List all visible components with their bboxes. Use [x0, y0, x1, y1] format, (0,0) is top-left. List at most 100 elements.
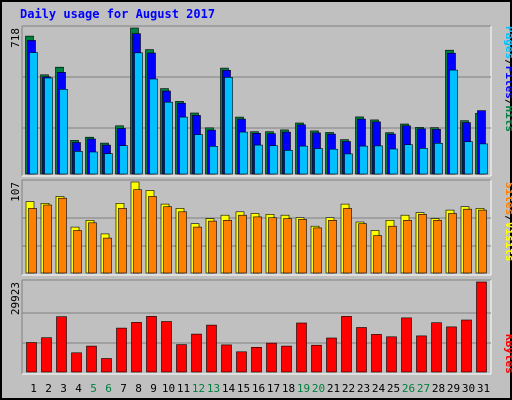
x-tick-label: 14	[222, 382, 236, 395]
bar-pages	[44, 77, 53, 175]
legend-sites-visits-part: Sites	[503, 182, 512, 215]
bar-sites	[328, 220, 337, 274]
legend-pages-files-hits: Pages/Files/Hits	[503, 26, 512, 132]
bar-sites	[178, 211, 187, 274]
bar-pages	[449, 69, 458, 175]
bar-kbytes	[176, 344, 187, 373]
bar-pages	[29, 52, 38, 175]
visits-sites-panel-ymax-label: 107	[9, 182, 22, 202]
bar-kbytes	[341, 316, 352, 373]
legend-pages-files-hits-part: Files	[503, 66, 512, 99]
x-tick-label: 13	[207, 382, 220, 395]
bar-pages	[254, 144, 263, 175]
hits-files-pages-panel-ymax-label: 718	[9, 28, 22, 48]
bar-kbytes	[326, 337, 337, 373]
bar-pages	[434, 143, 443, 175]
bar-sites	[28, 208, 37, 274]
legend-kbytes: KBytes	[503, 334, 512, 374]
x-tick-label: 23	[357, 382, 370, 395]
x-tick-label: 4	[75, 382, 82, 395]
bar-pages	[59, 89, 68, 175]
bar-sites	[238, 214, 247, 274]
bar-pages	[209, 146, 218, 175]
bar-sites	[418, 214, 427, 274]
kbytes-panel-ymax-label: 29923	[9, 282, 22, 315]
legend-pages-files-hits-part: Hits	[503, 106, 512, 133]
bar-sites	[208, 220, 217, 274]
bar-sites	[373, 235, 382, 274]
x-tick-label: 1	[30, 382, 37, 395]
bar-pages	[284, 150, 293, 175]
x-tick-label: 30	[462, 382, 475, 395]
x-tick-label: 6	[105, 382, 112, 395]
bar-kbytes	[371, 334, 382, 373]
bar-kbytes	[131, 322, 142, 373]
bar-pages	[239, 131, 248, 175]
bar-pages	[299, 145, 308, 175]
bar-kbytes	[476, 281, 487, 373]
x-tick-label: 31	[477, 382, 490, 395]
bar-kbytes	[86, 345, 97, 373]
x-tick-label: 26	[402, 382, 415, 395]
bar-pages	[269, 145, 278, 175]
x-tick-label: 25	[387, 382, 400, 395]
bar-kbytes	[416, 335, 427, 373]
bar-sites	[118, 208, 127, 274]
x-tick-label: 12	[192, 382, 205, 395]
bar-kbytes	[116, 327, 127, 373]
bar-sites	[298, 219, 307, 274]
bar-kbytes	[236, 351, 247, 373]
bar-kbytes	[191, 333, 202, 373]
bar-kbytes	[71, 352, 82, 373]
bar-pages	[314, 148, 323, 175]
bar-kbytes	[101, 358, 112, 373]
legend-sites-visits-part: Visits	[503, 222, 512, 262]
x-tick-label: 3	[60, 382, 67, 395]
x-tick-label: 7	[120, 382, 127, 395]
bar-sites	[268, 217, 277, 274]
bar-pages	[179, 116, 188, 175]
bar-kbytes	[431, 322, 442, 373]
bar-kbytes	[221, 344, 232, 373]
x-tick-label: 29	[447, 382, 460, 395]
x-tick-label: 17	[267, 382, 280, 395]
bar-sites	[433, 220, 442, 274]
bar-sites	[388, 225, 397, 274]
bar-kbytes	[146, 316, 157, 373]
x-tick-label: 27	[417, 382, 430, 395]
bar-sites	[43, 204, 52, 274]
bar-pages	[224, 77, 233, 175]
bar-pages	[119, 145, 128, 175]
bar-kbytes	[446, 326, 457, 373]
bar-kbytes	[56, 316, 67, 373]
bar-kbytes	[311, 344, 322, 373]
bar-sites	[148, 196, 157, 274]
x-tick-label: 19	[297, 382, 310, 395]
legend-kbytes-part: KBytes	[503, 334, 512, 374]
x-tick-label: 20	[312, 382, 325, 395]
bar-pages	[344, 153, 353, 175]
bar-sites	[358, 223, 367, 274]
x-tick-label: 21	[327, 382, 340, 395]
bar-sites	[103, 237, 112, 274]
bar-kbytes	[41, 337, 52, 373]
bar-pages	[359, 145, 368, 175]
legend-sites-visits-part: /	[503, 215, 512, 222]
bar-kbytes	[461, 319, 472, 373]
legend-sites-visits: Sites/Visits	[503, 182, 512, 262]
bar-pages	[134, 52, 143, 175]
x-tick-label: 22	[342, 382, 355, 395]
bar-sites	[343, 208, 352, 274]
bar-kbytes	[356, 327, 367, 373]
bar-sites	[193, 226, 202, 274]
bar-pages	[374, 145, 383, 175]
bar-pages	[104, 153, 113, 175]
legend-pages-files-hits-part: /	[503, 59, 512, 66]
bar-sites	[478, 209, 487, 274]
x-tick-label: 8	[135, 382, 142, 395]
bar-sites	[463, 208, 472, 274]
bar-sites	[73, 230, 82, 274]
bar-pages	[419, 148, 428, 175]
bar-sites	[283, 218, 292, 274]
bar-kbytes	[251, 346, 262, 373]
